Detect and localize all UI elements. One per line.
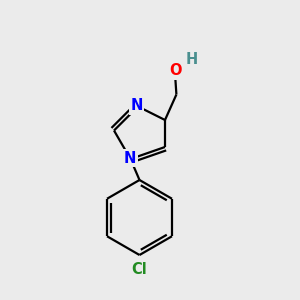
Text: O: O (169, 63, 182, 78)
Text: N: N (130, 98, 143, 113)
Text: N: N (124, 151, 136, 166)
Text: Cl: Cl (132, 262, 147, 277)
Text: H: H (185, 52, 197, 67)
